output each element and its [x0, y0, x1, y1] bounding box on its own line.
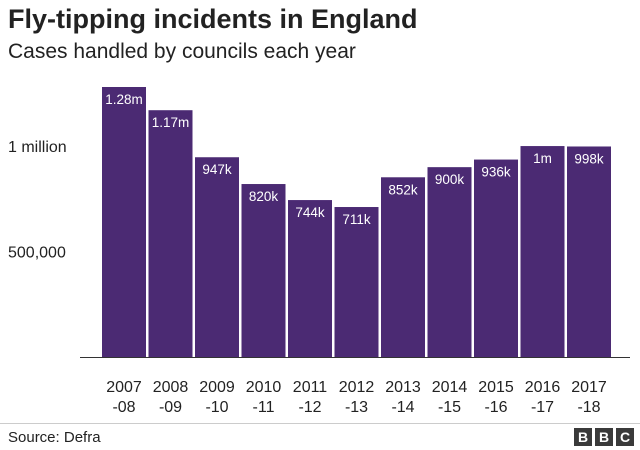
x-tick-label: -16	[484, 399, 507, 416]
x-tick-label: 2015	[478, 379, 514, 396]
bar-value-label: 1.17m	[152, 115, 190, 130]
bar-2014-15	[427, 167, 472, 357]
bbc-logo-letter: C	[616, 428, 634, 446]
x-tick-label: -15	[438, 399, 461, 416]
x-tick-label: 2011	[293, 379, 328, 396]
bar-2013-14	[381, 177, 425, 357]
bar-2007-08	[102, 87, 146, 357]
bbc-logo-letter: B	[574, 428, 592, 446]
y-tick-label: 500,000	[8, 245, 66, 262]
x-tick-label: -13	[345, 399, 368, 416]
x-tick-label: 2010	[246, 379, 282, 396]
x-tick-label: -10	[205, 399, 228, 416]
bar-2009-10	[195, 157, 239, 357]
x-tick-label: -09	[159, 399, 182, 416]
bar-value-label: 1m	[533, 151, 552, 166]
bar-value-label: 947k	[202, 162, 232, 177]
bar-value-label: 711k	[342, 212, 371, 227]
chart-subtitle: Cases handled by councils each year	[8, 40, 356, 63]
bar-value-label: 1.28m	[105, 92, 143, 107]
footer-divider	[0, 423, 640, 424]
bar-value-label: 852k	[388, 182, 418, 197]
bar-2016-17	[520, 146, 565, 357]
bar-2010-11	[241, 184, 286, 357]
bar-value-label: 900k	[435, 172, 465, 187]
x-tick-label: 2016	[525, 379, 561, 396]
x-tick-label: 2008	[153, 379, 189, 396]
x-tick-label: -14	[391, 399, 414, 416]
bar-2008-09	[148, 110, 193, 357]
bbc-logo-letter: B	[595, 428, 613, 446]
bar-value-label: 820k	[249, 189, 279, 204]
x-tick-label: 2013	[385, 379, 421, 396]
bar-2015-16	[474, 159, 518, 357]
x-tick-label: -08	[112, 399, 135, 416]
bar-value-label: 744k	[295, 205, 325, 220]
x-tick-label: 2012	[339, 379, 375, 396]
x-tick-label: -18	[577, 399, 600, 416]
x-tick-label: -11	[253, 399, 275, 416]
bar-value-label: 936k	[481, 165, 511, 180]
bbc-logo: B B C	[574, 428, 634, 446]
x-tick-label: 2009	[199, 379, 235, 396]
x-tick-label: -12	[298, 399, 321, 416]
bar-2011-12	[288, 200, 332, 357]
x-tick-label: -17	[531, 399, 554, 416]
chart-title: Fly-tipping incidents in England	[8, 4, 418, 34]
y-tick-label: 1 million	[8, 139, 67, 156]
source-note: Source: Defra	[8, 429, 101, 446]
bar-2017-18	[567, 146, 611, 357]
x-tick-label: 2017	[571, 379, 607, 396]
bar-chart: 500,000 1 million 1.28m 2007 -08 1.17m 2008 -09…	[8, 87, 630, 416]
bar-2012-13	[334, 207, 379, 357]
bar-value-label: 998k	[574, 151, 604, 166]
x-tick-label: 2014	[432, 379, 468, 396]
x-tick-label: 2007	[106, 379, 142, 396]
